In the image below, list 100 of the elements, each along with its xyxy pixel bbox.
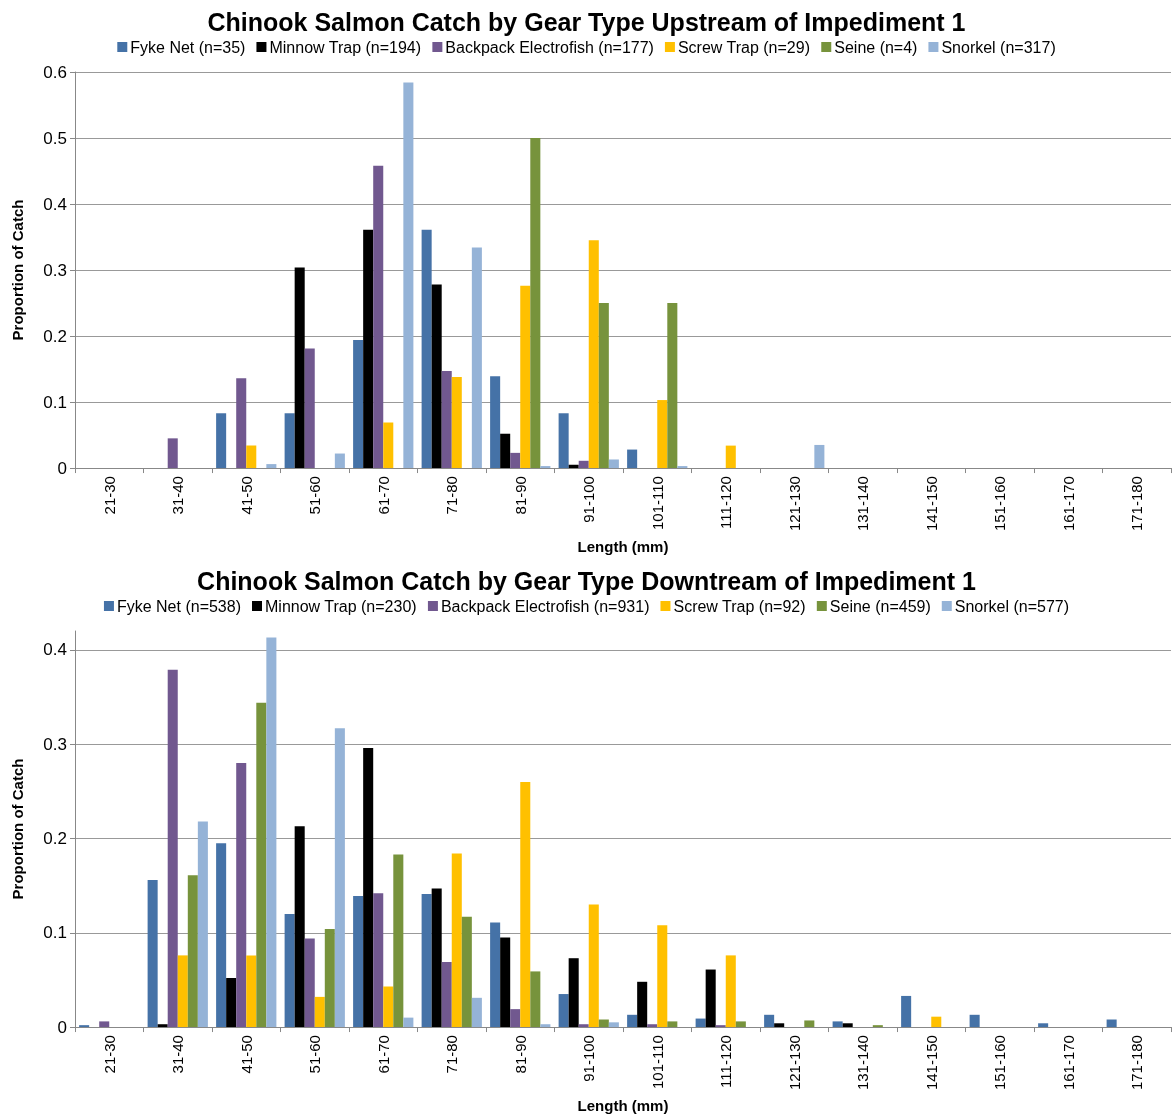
bar (441, 961, 452, 1028)
x-tick-label: 81-90 (511, 1035, 529, 1074)
x-tick-label: 141-150 (922, 476, 940, 532)
x-tick-label: 151-160 (991, 476, 1009, 532)
y-tick-label: 0.2 (43, 326, 67, 346)
bar (901, 995, 912, 1028)
bar (256, 702, 267, 1028)
x-tick-label: 101-110 (648, 1035, 666, 1089)
bar (627, 449, 638, 469)
x-axis-title: Length (mm) (577, 1097, 669, 1114)
bar (353, 339, 364, 469)
bar (814, 444, 825, 469)
bar (451, 853, 462, 1028)
x-tick-label: 141-150 (922, 1035, 940, 1091)
bar (167, 669, 178, 1028)
bar (421, 229, 432, 469)
bar (294, 267, 305, 469)
bar (842, 1023, 853, 1028)
bar (431, 284, 442, 469)
bar (735, 1021, 746, 1028)
y-tick-label: 0 (57, 1017, 67, 1037)
legend-label: Fyke Net (n=538) (116, 597, 241, 615)
legend-label: Minnow Trap (n=230) (265, 597, 417, 615)
bar (667, 1021, 678, 1028)
y-tick-label: 0.3 (43, 260, 67, 280)
x-tick-label: 51-60 (306, 476, 324, 515)
bar (774, 1023, 785, 1028)
bar (510, 1009, 521, 1028)
bar (705, 969, 716, 1028)
bar (284, 413, 295, 469)
bar (471, 997, 482, 1028)
bar (284, 913, 295, 1028)
bar (471, 247, 482, 469)
legend-label: Seine (n=4) (834, 38, 918, 56)
bar (490, 922, 501, 1028)
legend-label: Fyke Net (n=35) (130, 38, 246, 56)
bar (383, 986, 394, 1028)
x-tick-label: 31-40 (169, 476, 187, 515)
bar (969, 1014, 980, 1028)
bar (657, 400, 668, 469)
bar (236, 763, 247, 1028)
x-tick-label: 91-100 (580, 476, 598, 523)
bar (588, 240, 599, 469)
bar (520, 285, 531, 469)
bar (157, 1024, 168, 1028)
x-tick-label: 81-90 (511, 476, 529, 515)
legend-label: Seine (n=459) (829, 597, 931, 615)
bar (314, 996, 325, 1028)
bar (147, 879, 158, 1028)
bar (99, 1021, 110, 1028)
y-tick-label: 0.5 (43, 128, 67, 148)
bar (373, 165, 384, 469)
bar (334, 728, 345, 1028)
bar (383, 422, 394, 469)
x-tick-label: 121-130 (785, 476, 803, 532)
x-tick-label: 41-50 (237, 1035, 255, 1074)
x-tick-label: 121-130 (785, 1035, 803, 1091)
x-tick-label: 171-180 (1128, 476, 1146, 532)
bar (324, 928, 335, 1028)
bar (568, 958, 579, 1028)
y-tick-label: 0.2 (43, 828, 67, 848)
bar (177, 955, 188, 1028)
bar (216, 843, 227, 1028)
bar (236, 378, 247, 469)
bar (226, 978, 237, 1028)
bar (441, 371, 452, 469)
bar (500, 433, 511, 469)
chart-title: Chinook Salmon Catch by Gear Type Downtream of Impediment 1 (197, 566, 977, 595)
bar (695, 1018, 706, 1028)
x-tick-label: 101-110 (648, 476, 666, 530)
y-tick-label: 0.6 (43, 62, 67, 82)
bar (246, 955, 257, 1028)
bar (500, 937, 511, 1028)
bar (608, 459, 619, 469)
x-tick-label: 161-170 (1059, 476, 1077, 532)
bar (363, 747, 374, 1028)
x-tick-label: 131-140 (854, 1035, 872, 1091)
bar (246, 445, 257, 469)
bar (197, 821, 208, 1028)
bar (530, 971, 541, 1028)
y-tick-label: 0 (57, 458, 67, 478)
legend-label: Screw Trap (n=92) (673, 597, 806, 615)
bar (627, 1014, 638, 1028)
bar (520, 781, 531, 1028)
bar (403, 1017, 414, 1028)
bar (667, 303, 678, 469)
bar (568, 464, 579, 469)
bar (393, 854, 404, 1028)
x-axis-title: Length (mm) (577, 538, 669, 555)
y-tick-label: 0.1 (43, 392, 67, 412)
bar (540, 1024, 551, 1028)
bar (804, 1020, 815, 1028)
bar (373, 893, 384, 1028)
bar (421, 894, 432, 1028)
bar (266, 464, 277, 469)
legend-label: Snorkel (n=577) (954, 597, 1070, 615)
bar (490, 376, 501, 469)
x-tick-label: 51-60 (306, 1035, 324, 1074)
bar (1038, 1023, 1049, 1028)
bar (657, 925, 668, 1028)
